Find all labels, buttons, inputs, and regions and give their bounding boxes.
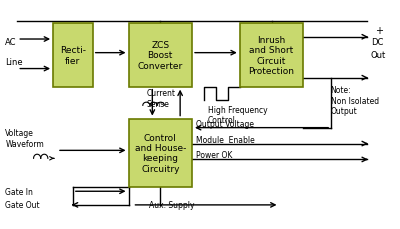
- Text: Control
and House-
keeping
Circuitry: Control and House- keeping Circuitry: [134, 133, 186, 173]
- Text: Power OK: Power OK: [196, 151, 232, 160]
- Text: Output Voltage: Output Voltage: [196, 119, 254, 128]
- FancyBboxPatch shape: [53, 24, 93, 87]
- Text: Inrush
and Short
Circuit
Protection: Inrush and Short Circuit Protection: [248, 36, 294, 76]
- Text: Recti-
fier: Recti- fier: [60, 46, 86, 65]
- FancyBboxPatch shape: [128, 24, 192, 87]
- Text: +: +: [375, 26, 383, 36]
- Text: Out: Out: [371, 51, 386, 60]
- FancyBboxPatch shape: [240, 24, 303, 87]
- Text: Gate Out: Gate Out: [5, 201, 40, 210]
- Text: ZCS
Boost
Converter: ZCS Boost Converter: [138, 41, 183, 71]
- Text: Waveform: Waveform: [5, 139, 44, 148]
- Text: DC: DC: [371, 38, 383, 46]
- FancyBboxPatch shape: [128, 119, 192, 187]
- Text: Current
Sense: Current Sense: [146, 89, 175, 108]
- Text: Aux. Supply: Aux. Supply: [150, 201, 195, 210]
- Text: -: -: [375, 51, 378, 61]
- Text: Voltage: Voltage: [5, 128, 34, 137]
- Text: High Frequency
Control: High Frequency Control: [208, 105, 268, 125]
- Text: Module  Enable: Module Enable: [196, 135, 255, 144]
- Text: AC: AC: [5, 38, 17, 46]
- Text: Line: Line: [5, 58, 23, 67]
- Text: Note:
Non Isolated
Output: Note: Non Isolated Output: [331, 86, 379, 116]
- Text: Gate In: Gate In: [5, 187, 33, 196]
